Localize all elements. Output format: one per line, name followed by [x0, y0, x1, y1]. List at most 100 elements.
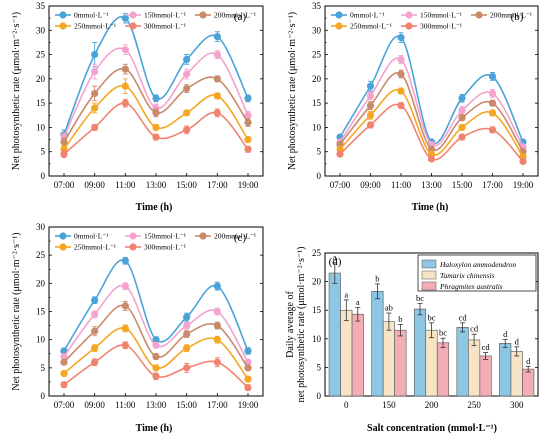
y-tick-label: 30	[36, 222, 46, 232]
data-point	[91, 67, 99, 76]
x-tick-label: 200	[425, 400, 439, 410]
x-tick-label: 07:00	[330, 180, 351, 190]
legend: 0mmol·L⁻¹ 150mmol·L⁻¹ 200mmol·L⁻¹ 250mmol·L…	[55, 232, 256, 252]
legend-label: 150mmol·L⁻¹	[420, 11, 462, 20]
y-tick-label: 5	[41, 147, 46, 157]
series-1	[60, 282, 252, 366]
x-tick-label: 09:00	[84, 180, 105, 190]
series-0	[60, 12, 252, 141]
y-tick-label: 15	[36, 307, 46, 317]
series-3	[336, 87, 527, 161]
x-tick-label: 15:00	[176, 180, 197, 190]
data-point	[152, 94, 160, 102]
data-point	[121, 282, 129, 290]
y-tick-label: 0	[41, 391, 46, 401]
bar	[468, 339, 481, 397]
data-point	[336, 150, 344, 158]
x-tick-label: 19:00	[238, 180, 259, 190]
data-point	[121, 341, 129, 349]
series-2	[60, 300, 252, 372]
data-point	[244, 118, 252, 127]
x-tick-label: 0	[344, 400, 349, 410]
data-point	[244, 347, 252, 355]
bar	[499, 343, 512, 397]
x-tick-label: 13:00	[146, 400, 167, 410]
legend-swatch	[421, 259, 437, 269]
y-tick-label: 35	[312, 1, 322, 11]
y-axis-label: Net photosynthetic rate (μmol·m⁻²·s⁻¹)	[287, 12, 298, 170]
legend-marker	[335, 22, 343, 30]
x-tick-label: 250	[467, 400, 481, 410]
y-tick-label: 15	[312, 305, 322, 315]
y-tick-label: 35	[36, 1, 46, 11]
y-axis-label-line1: Daily average of	[285, 291, 296, 358]
legend-marker	[405, 11, 413, 19]
bar	[479, 355, 492, 397]
bar	[522, 368, 535, 397]
bar	[436, 342, 450, 397]
data-point	[60, 150, 68, 158]
y-tick-label: 10	[312, 122, 322, 132]
y-tick-label: 25	[36, 250, 46, 260]
legend-label: 0mmol·L⁻¹	[74, 11, 109, 20]
data-point	[183, 55, 191, 64]
legend-marker	[129, 11, 137, 19]
y-axis-label-line2: net photosynthetic rate (μmol·m⁻²·s⁻¹)	[296, 246, 307, 402]
data-point	[60, 138, 68, 146]
y-axis-label: Net photosynthetic rate (μmol·m⁻²·s⁻¹)	[11, 232, 22, 390]
x-tick-label: 17:00	[482, 180, 503, 190]
data-point	[244, 375, 252, 383]
data-point	[488, 99, 497, 107]
data-point	[91, 123, 99, 132]
legend-label: 250mmol·L⁻¹	[350, 22, 392, 31]
x-axis-label: Time (h)	[412, 202, 449, 213]
legend-label: 250mmol·L⁻¹	[74, 243, 116, 252]
data-point	[60, 381, 68, 389]
x-tick-label: 15:00	[176, 400, 197, 410]
significance-label: b	[398, 314, 402, 324]
plot-frame	[48, 5, 264, 177]
data-point	[213, 336, 221, 344]
data-point	[397, 87, 405, 95]
data-point	[183, 344, 191, 352]
data-point	[366, 92, 375, 100]
y-tick-label: 15	[36, 98, 46, 108]
data-point	[397, 33, 405, 42]
significance-label: d	[526, 356, 531, 366]
legend-label: 0mmol·L⁻¹	[74, 232, 109, 241]
data-point	[152, 133, 160, 141]
significance-label: bc	[427, 312, 435, 322]
y-tick-label: 20	[36, 278, 46, 288]
y-tick-label: 0	[317, 391, 322, 401]
data-point	[121, 324, 129, 333]
significance-label: d	[515, 336, 520, 346]
data-point	[397, 55, 405, 64]
data-point	[60, 369, 68, 378]
data-point	[183, 321, 191, 330]
data-point	[91, 89, 99, 98]
data-point	[152, 352, 160, 361]
data-point	[397, 101, 405, 110]
data-point	[244, 94, 252, 102]
data-point	[488, 126, 497, 134]
y-tick-label: 5	[317, 362, 322, 372]
line-chart-panel-c: 0 5 10 15 20 25 30 07:00 09:00 11:00 13:00 15:00 17:…	[11, 222, 264, 434]
legend-marker	[199, 11, 207, 19]
data-point	[183, 126, 191, 134]
data-point	[213, 75, 221, 83]
x-axis-label: Time (h)	[136, 423, 173, 434]
legend-label: 250mmol·L⁻¹	[74, 22, 116, 31]
series-4	[60, 98, 252, 158]
line-chart-panel-a: 0 5 10 15 20 25 30 35 07:00 09:00 11:00 13:00 15:00 1…	[11, 1, 264, 213]
legend-label: 300mmol·L⁻¹	[420, 22, 462, 31]
data-point	[244, 145, 252, 153]
significance-label: bc	[416, 293, 424, 303]
significance-label: ab	[385, 303, 393, 313]
x-tick-label: 150	[382, 400, 396, 410]
data-point	[121, 99, 129, 107]
legend-marker	[59, 243, 67, 251]
data-point	[458, 94, 466, 102]
legend-swatch	[421, 281, 437, 291]
x-tick-label: 07:00	[54, 400, 75, 410]
